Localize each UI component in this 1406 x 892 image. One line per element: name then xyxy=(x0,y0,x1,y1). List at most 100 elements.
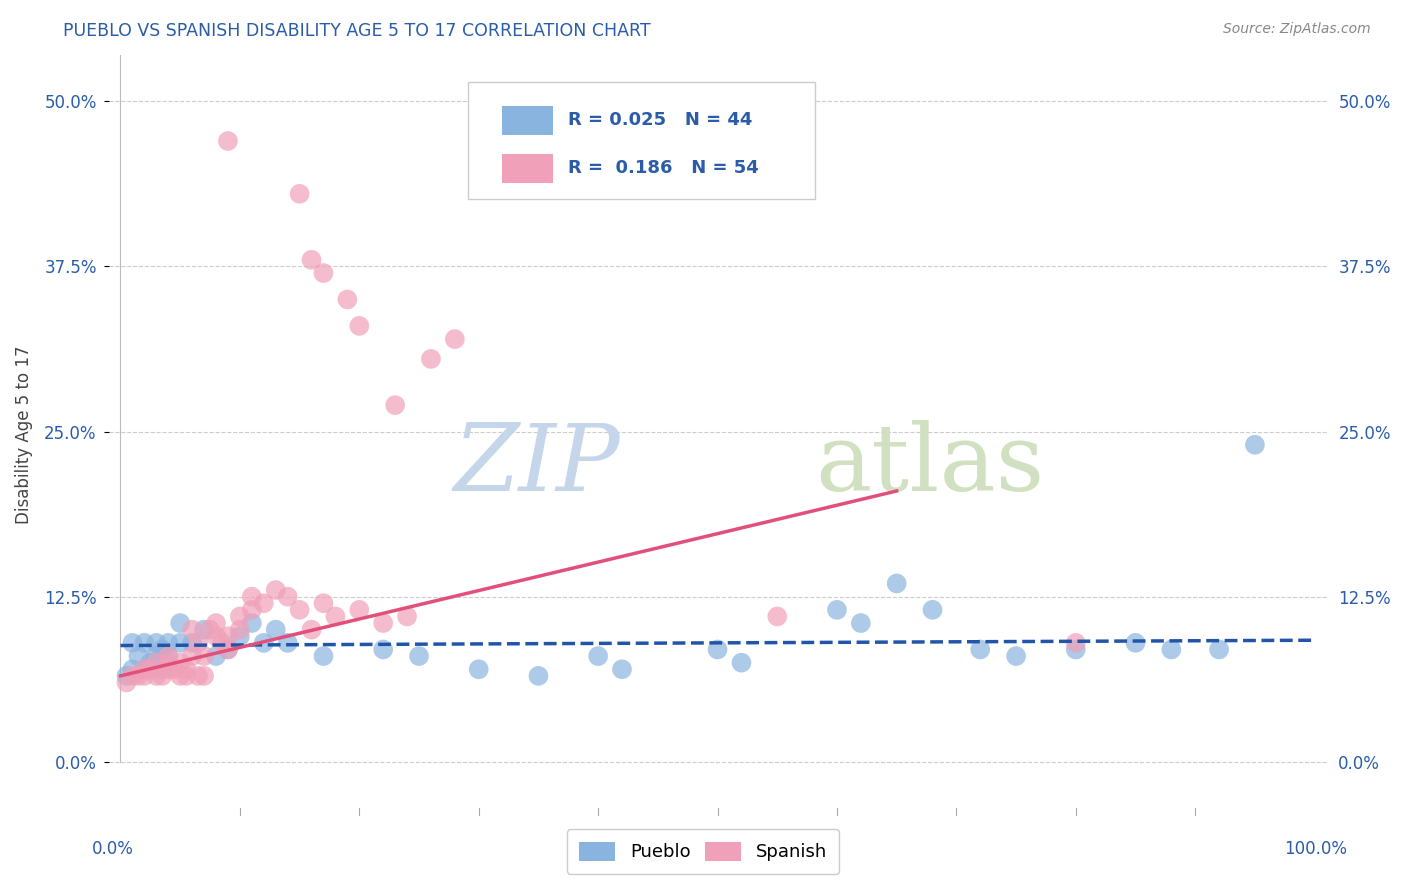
Point xyxy=(150,662,173,676)
Point xyxy=(825,603,848,617)
Point xyxy=(169,656,191,670)
Point xyxy=(586,649,609,664)
Point xyxy=(157,662,180,676)
Point xyxy=(198,623,221,637)
Point xyxy=(325,609,347,624)
Point xyxy=(1208,642,1230,657)
Text: 0.0%: 0.0% xyxy=(91,840,134,858)
Point xyxy=(193,669,215,683)
Point xyxy=(312,596,335,610)
Point xyxy=(312,266,335,280)
Point xyxy=(134,662,156,676)
Point xyxy=(312,649,335,664)
Point xyxy=(1005,649,1028,664)
Point xyxy=(150,642,173,657)
Point xyxy=(240,590,263,604)
Point xyxy=(134,669,156,683)
Point xyxy=(205,615,228,630)
Point xyxy=(384,398,406,412)
Point xyxy=(229,609,252,624)
Point xyxy=(157,636,180,650)
Point xyxy=(187,636,209,650)
Point xyxy=(1125,636,1147,650)
Point xyxy=(610,662,633,676)
Point xyxy=(301,252,323,267)
Point xyxy=(467,662,489,676)
Point xyxy=(134,636,156,650)
Point xyxy=(706,642,728,657)
Point xyxy=(1160,642,1182,657)
Point xyxy=(253,596,276,610)
Text: atlas: atlas xyxy=(815,420,1045,510)
Point xyxy=(288,603,311,617)
Point xyxy=(169,669,191,683)
Point xyxy=(373,642,395,657)
Point xyxy=(301,623,323,637)
Point xyxy=(253,636,276,650)
Point xyxy=(336,293,359,307)
Point xyxy=(145,636,167,650)
Point xyxy=(174,669,197,683)
Point xyxy=(349,318,371,333)
Point xyxy=(127,649,149,664)
Point xyxy=(121,662,143,676)
Point xyxy=(349,603,371,617)
Point xyxy=(205,629,228,643)
Point xyxy=(277,590,299,604)
Point xyxy=(408,649,430,664)
Point xyxy=(145,656,167,670)
Point xyxy=(217,134,239,148)
Point xyxy=(886,576,908,591)
Text: ZIP: ZIP xyxy=(454,420,620,510)
Point xyxy=(969,642,991,657)
Point xyxy=(205,649,228,664)
Point xyxy=(217,642,239,657)
Point xyxy=(139,662,162,676)
Point xyxy=(373,615,395,630)
Point xyxy=(181,636,204,650)
Point xyxy=(169,636,191,650)
Point xyxy=(240,615,263,630)
Point xyxy=(277,636,299,650)
Bar xyxy=(502,153,553,183)
Point xyxy=(1064,642,1087,657)
Text: Source: ZipAtlas.com: Source: ZipAtlas.com xyxy=(1223,22,1371,37)
Point xyxy=(193,623,215,637)
Text: R = 0.025   N = 44: R = 0.025 N = 44 xyxy=(568,112,752,129)
Point xyxy=(163,662,186,676)
Text: R =  0.186   N = 54: R = 0.186 N = 54 xyxy=(568,160,758,178)
Point xyxy=(240,603,263,617)
Point xyxy=(288,186,311,201)
Point xyxy=(121,636,143,650)
Bar xyxy=(502,106,553,135)
Point xyxy=(157,656,180,670)
Point xyxy=(1064,636,1087,650)
Point xyxy=(264,623,287,637)
Point xyxy=(1244,438,1267,452)
Point xyxy=(115,675,138,690)
Point xyxy=(229,623,252,637)
Point xyxy=(396,609,419,624)
Point xyxy=(444,332,467,346)
Point xyxy=(115,669,138,683)
FancyBboxPatch shape xyxy=(468,82,815,200)
Point xyxy=(766,609,789,624)
Point xyxy=(187,669,209,683)
Point xyxy=(145,669,167,683)
Point xyxy=(730,656,752,670)
Point xyxy=(181,623,204,637)
Point xyxy=(157,649,180,664)
Point xyxy=(217,642,239,657)
Point xyxy=(420,351,443,366)
Point xyxy=(264,582,287,597)
Legend: Pueblo, Spanish: Pueblo, Spanish xyxy=(567,830,839,874)
Text: 100.0%: 100.0% xyxy=(1284,840,1347,858)
Point xyxy=(145,649,167,664)
Point xyxy=(849,615,872,630)
Point xyxy=(921,603,943,617)
Point xyxy=(169,615,191,630)
Point xyxy=(127,669,149,683)
Point xyxy=(150,669,173,683)
Point xyxy=(229,629,252,643)
Text: PUEBLO VS SPANISH DISABILITY AGE 5 TO 17 CORRELATION CHART: PUEBLO VS SPANISH DISABILITY AGE 5 TO 17… xyxy=(63,22,651,40)
